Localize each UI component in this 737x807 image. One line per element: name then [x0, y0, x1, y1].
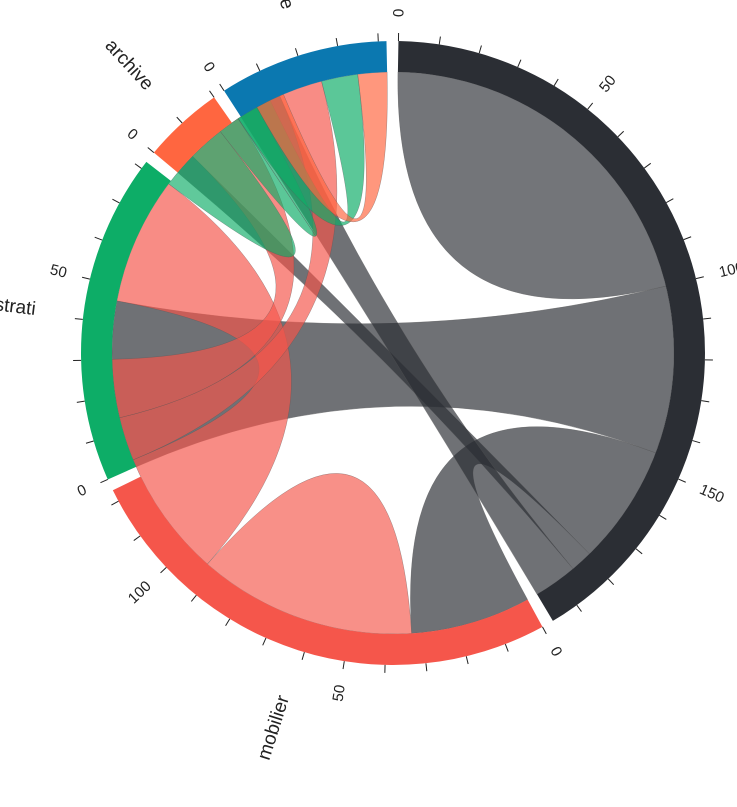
tick-mark-c14-50 — [587, 102, 594, 110]
tick-mark-c14-160 — [659, 514, 667, 520]
tick-mark-c14-60 — [617, 130, 625, 138]
tick-mark-strati-70 — [112, 198, 120, 204]
tick-mark-c14-170 — [635, 548, 643, 555]
tick-mark-mobilier-50 — [342, 661, 345, 670]
tick-mark-mobilier-30 — [425, 663, 428, 672]
tick-label-strati-50: 50 — [48, 261, 68, 281]
tick-mark-mobilier-70 — [262, 637, 267, 646]
tick-mark-mobilier-120 — [111, 500, 119, 506]
group-arc-strati — [81, 161, 171, 480]
tick-label-c14-100: 100 — [717, 259, 737, 281]
tick-mark-archive-0 — [147, 147, 155, 153]
tick-mark-c14-150 — [678, 478, 686, 483]
tick-mark-c14-180 — [607, 578, 615, 586]
ribbon-strati-archive — [219, 106, 318, 237]
tick-mark-contexte-30 — [335, 37, 339, 47]
tick-mark-c14-20 — [478, 45, 482, 54]
ribbon-strati-strati — [168, 131, 296, 258]
tick-mark-c14-90 — [683, 236, 692, 241]
group-arcs — [81, 41, 705, 665]
tick-mark-mobilier-90 — [190, 594, 197, 602]
ribbon-archive-contexte — [256, 71, 388, 223]
tick-mark-c14-40 — [553, 78, 559, 87]
tick-mark-contexte-20 — [294, 48, 299, 57]
tick-mark-strati-50 — [81, 276, 90, 280]
group-arc-contexte — [224, 41, 388, 117]
group-arc-c14 — [397, 41, 705, 621]
tick-mark-mobilier-100 — [160, 567, 167, 574]
group-arc-mobilier — [112, 476, 543, 665]
tick-mark-c14-10 — [438, 36, 441, 45]
tick-mark-strati-10 — [85, 440, 94, 444]
tick-mark-c14-140 — [692, 440, 701, 444]
group-arc-archive — [153, 97, 232, 173]
tick-label-archive-0: 0 — [124, 125, 141, 143]
tick-mark-strati-0 — [100, 479, 108, 484]
tick-mark-mobilier-0 — [542, 626, 547, 635]
tick-label-c14-50: 50 — [596, 72, 620, 96]
tick-mark-archive-10 — [176, 116, 183, 124]
tick-mark-archive-20 — [209, 90, 215, 98]
tick-label-c14-150: 150 — [697, 481, 727, 507]
group-label-archive: archive — [101, 35, 158, 94]
tick-mark-c14-100 — [695, 276, 704, 280]
group-label-strati: strati — [0, 294, 37, 320]
tick-mark-contexte-10 — [255, 63, 261, 72]
tick-mark-mobilier-60 — [301, 652, 305, 660]
tick-mark-strati-20 — [76, 400, 85, 403]
tick-mark-c14-80 — [666, 198, 674, 203]
tick-mark-strati-60 — [94, 236, 103, 241]
tick-mark-strati-80 — [134, 163, 142, 169]
tick-mark-c14-110 — [703, 317, 712, 320]
group-label-mobilier: mobilier — [254, 692, 294, 762]
tick-label-strati-0: 0 — [75, 481, 90, 500]
tick-label-mobilier-50: 50 — [330, 684, 349, 703]
tick-label-mobilier-100: 100 — [125, 578, 155, 608]
tick-mark-c14-130 — [701, 400, 710, 403]
tick-mark-mobilier-110 — [133, 535, 141, 541]
group-label-contexte: contexte — [257, 0, 298, 12]
tick-mark-mobilier-10 — [504, 643, 509, 652]
tick-label-c14-0: 0 — [390, 9, 407, 18]
ribbons — [111, 71, 675, 635]
tick-mark-c14-30 — [517, 59, 522, 68]
tick-mark-mobilier-80 — [225, 618, 231, 626]
tick-label-mobilier-0: 0 — [547, 644, 566, 659]
tick-mark-contexte-0 — [219, 83, 225, 91]
tick-mark-c14-70 — [643, 162, 652, 169]
tick-mark-strati-40 — [74, 318, 83, 320]
tick-mark-c14-190 — [576, 604, 582, 612]
tick-label-contexte-0: 0 — [199, 59, 218, 75]
tick-mark-mobilier-20 — [465, 656, 469, 665]
